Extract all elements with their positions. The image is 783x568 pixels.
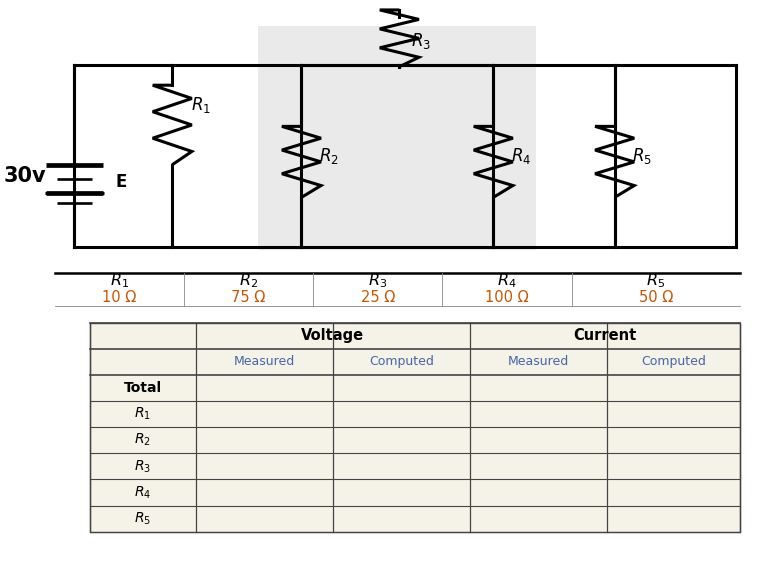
Text: 10 Ω: 10 Ω [103,290,136,304]
Text: 50 Ω: 50 Ω [639,290,673,304]
Text: E: E [115,173,127,191]
Text: $R_5$: $R_5$ [135,511,151,527]
Text: $R_4$: $R_4$ [497,272,517,290]
Text: $R_1$: $R_1$ [110,272,129,290]
Text: 30v: 30v [4,166,46,186]
Text: Voltage: Voltage [301,328,364,343]
Text: Computed: Computed [641,356,705,368]
Text: Measured: Measured [507,356,569,368]
Text: $R_3$: $R_3$ [135,458,151,474]
Text: $R_1$: $R_1$ [135,406,151,422]
Text: $R_4$: $R_4$ [511,146,531,166]
Text: $R_3$: $R_3$ [411,31,431,51]
Text: $R_2$: $R_2$ [319,146,338,166]
Bar [90,323,740,532]
Text: $R_4$: $R_4$ [135,485,151,500]
Text: Current: Current [573,328,637,343]
Text: $R_1$: $R_1$ [191,95,211,115]
Text: $R_2$: $R_2$ [239,272,258,290]
Text: Total: Total [124,381,162,395]
Text: Computed: Computed [369,356,434,368]
Text: $R_2$: $R_2$ [135,432,151,448]
Text: 25 Ω: 25 Ω [361,290,395,304]
Text: $R_5$: $R_5$ [632,146,651,166]
Text: $R_5$: $R_5$ [646,272,666,290]
Text: 75 Ω: 75 Ω [232,290,265,304]
Text: $R_3$: $R_3$ [368,272,388,290]
Bar [258,26,536,250]
Text: Measured: Measured [233,356,295,368]
Text: 100 Ω: 100 Ω [485,290,529,304]
